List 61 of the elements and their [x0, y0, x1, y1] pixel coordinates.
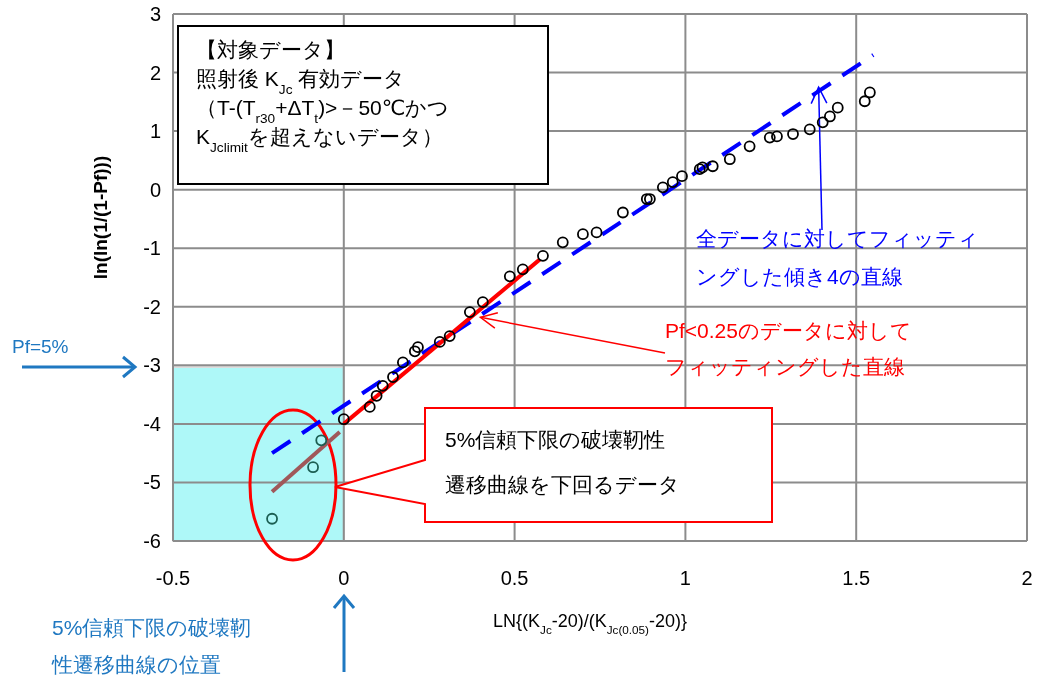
point: [443, 330, 456, 342]
y-axis-title: ln(ln(1/(1-Pf))): [90, 155, 111, 280]
point: [503, 270, 516, 283]
text: 【対象データ】照射後 K$_{Jc}$ 有効データ（T-(T$_{r30}$+ΔT$_{t}$)>－50℃かつK$_{Jclimit}$を超えないデータ）: [196, 38, 450, 155]
point: [831, 101, 844, 114]
point: [412, 341, 424, 354]
point: [816, 116, 829, 129]
point: [266, 512, 278, 525]
y-tick-label: 3: [149, 3, 161, 25]
point: [771, 130, 783, 143]
point: [676, 170, 688, 183]
point: [723, 153, 736, 166]
point: [376, 379, 389, 392]
y-tick-label: 0: [149, 178, 161, 201]
point: [616, 206, 629, 219]
point: [803, 123, 816, 136]
point: [363, 401, 376, 413]
annotation: 全データに対してフィッティングした傾き4の直線: [696, 227, 979, 288]
y-tick-label: -2: [143, 295, 161, 318]
x-tick-label: 2: [1021, 567, 1033, 589]
point: [590, 226, 603, 239]
point: [516, 263, 529, 276]
point: [476, 296, 489, 308]
y-tick-label: -1: [143, 237, 161, 260]
y-tick-label: 1: [149, 120, 161, 143]
point: [577, 228, 589, 241]
x-tick-label: 0: [338, 567, 350, 589]
point: [666, 176, 679, 188]
point: [863, 86, 876, 99]
x-tick-label: 1: [679, 567, 691, 589]
x-tick-label: 0.5: [500, 567, 529, 589]
point: [824, 110, 836, 123]
point: [463, 306, 476, 318]
point: [706, 160, 719, 173]
x-axis-title: LN{(K$_{Jc}$-20)/(K$_{Jc(0.05)}$-20)}: [493, 611, 687, 636]
annotation: 5%信頼下限の破壊靭性遷移曲線を下回るデータ: [445, 428, 680, 496]
point: [408, 345, 421, 358]
point: [397, 356, 409, 369]
y-tick-label: 2: [149, 61, 161, 84]
point: [370, 389, 383, 402]
point: [537, 249, 549, 262]
point: [743, 140, 756, 153]
point: [858, 95, 871, 108]
annotation: Pf<0.25のデータに対してフィッティングした直線: [665, 319, 912, 378]
point: [433, 336, 446, 348]
point: [315, 434, 328, 447]
point: [307, 461, 319, 474]
text: Pf=5%: [12, 336, 69, 357]
point: [556, 236, 569, 249]
point: [763, 131, 776, 144]
x-tick-label: 1.5: [842, 567, 871, 589]
y-tick-label: -6: [143, 530, 161, 552]
point: [337, 413, 350, 426]
text: 5%信頼下限の破壊靭性遷移曲線の位置: [51, 616, 252, 676]
point: [387, 371, 399, 383]
y-tick-label: -3: [143, 354, 161, 377]
y-tick-label: -5: [143, 471, 161, 494]
point: [787, 128, 799, 140]
x-tick-label: -0.5: [155, 567, 191, 589]
point: [656, 181, 669, 194]
y-tick-label: -4: [143, 412, 161, 435]
